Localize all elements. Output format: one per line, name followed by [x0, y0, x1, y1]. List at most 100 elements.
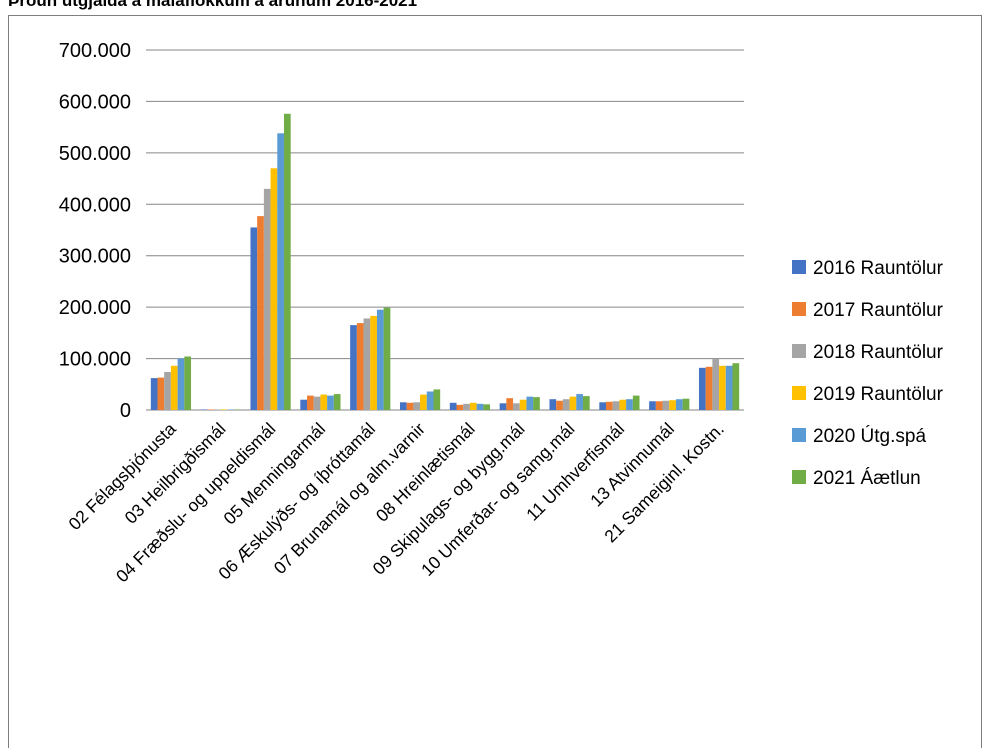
bar: [376, 309, 384, 410]
legend-label: 2020 Útg.spá: [813, 425, 926, 447]
y-tick-label: 600.000: [59, 91, 131, 113]
bar: [649, 401, 656, 410]
bar: [483, 404, 491, 410]
bar: [556, 400, 563, 410]
bar: [582, 396, 590, 410]
bar: [234, 409, 241, 410]
legend-label: 2021 Áætlun: [813, 468, 921, 489]
bar: [519, 399, 527, 410]
bar: [576, 394, 583, 410]
bar: [214, 409, 221, 410]
bar: [632, 395, 640, 410]
bar: [682, 398, 690, 410]
bar: [712, 359, 720, 410]
y-axis-tick-labels: 0 100.000 200.000 300.000 400.000 500.000 600.…: [59, 40, 131, 422]
bar: [177, 358, 185, 410]
bar: [200, 409, 208, 410]
bar: [612, 401, 620, 410]
bar: [399, 402, 407, 410]
bar: [220, 409, 228, 410]
y-tick-label: 0: [120, 400, 131, 422]
bar: [356, 323, 364, 410]
bar: [313, 396, 321, 410]
bar: [655, 401, 663, 410]
bar: [370, 315, 377, 410]
bar: [705, 366, 713, 410]
y-tick-label: 100.000: [59, 349, 131, 371]
bar: [513, 403, 520, 410]
bar: [270, 168, 278, 410]
bar: [257, 216, 264, 410]
page-title: Þróun útgjalda á málaflokkum á árunum 20…: [8, 0, 418, 10]
bar: [662, 400, 670, 410]
legend-label: 2018 Rauntölur: [813, 342, 944, 363]
bar: [669, 400, 676, 410]
bar: [599, 402, 607, 410]
bar: [333, 394, 341, 410]
bar: [499, 403, 507, 410]
bar: [463, 403, 470, 410]
bar: [250, 227, 258, 410]
bar: [433, 389, 441, 410]
bar: [562, 399, 570, 410]
bar: [719, 365, 726, 410]
y-tick-label: 300.000: [59, 246, 131, 268]
bar: [476, 403, 484, 410]
bar: [725, 365, 733, 410]
bar: [426, 391, 434, 410]
legend-label: 2017 Rauntölur: [813, 300, 944, 321]
bar: [363, 318, 371, 410]
bar: [350, 325, 357, 410]
bar: [157, 377, 165, 410]
bar: [320, 394, 328, 410]
legend-swatch: [792, 260, 806, 274]
legend-swatch: [792, 302, 806, 316]
bar: [420, 394, 427, 410]
legend-swatch: [792, 386, 806, 400]
bar: [413, 402, 421, 410]
bar: [732, 363, 740, 410]
y-tick-label: 200.000: [59, 297, 131, 319]
bar: [469, 402, 477, 410]
bar: [406, 402, 414, 410]
bar: [327, 395, 334, 410]
legend-label: 2019 Rauntölur: [813, 384, 944, 405]
legend-swatch: [792, 428, 806, 442]
bar: [227, 409, 235, 410]
bar: [283, 113, 291, 411]
bar: [263, 188, 271, 410]
bar: [207, 409, 215, 410]
bar: [506, 398, 514, 410]
bar: [150, 378, 158, 410]
bar: [526, 396, 534, 410]
bar: [184, 356, 192, 410]
bar: [619, 399, 627, 410]
bar: [170, 365, 178, 410]
bar: [675, 399, 683, 410]
bar: [300, 399, 308, 410]
legend: 2016 Rauntölur 2017 Rauntölur 2018 Rauntöl…: [792, 258, 944, 489]
gridlines: [146, 49, 744, 411]
bars: [150, 113, 740, 411]
y-tick-label: 500.000: [59, 143, 131, 165]
bar: [449, 402, 457, 410]
bar: [383, 307, 391, 410]
bar: [626, 399, 633, 410]
bar: [456, 404, 464, 410]
legend-swatch: [792, 470, 806, 484]
bar: [277, 133, 284, 410]
bar: [606, 401, 613, 410]
bar: [569, 396, 577, 410]
y-tick-label: 400.000: [59, 194, 131, 216]
legend-label: 2016 Rauntölur: [813, 258, 944, 279]
bar: [549, 399, 557, 410]
bar: [698, 367, 706, 410]
legend-swatch: [792, 344, 806, 358]
bar: [307, 395, 314, 410]
bar: [533, 397, 540, 410]
bar: [164, 371, 171, 410]
y-tick-label: 700.000: [59, 40, 131, 62]
